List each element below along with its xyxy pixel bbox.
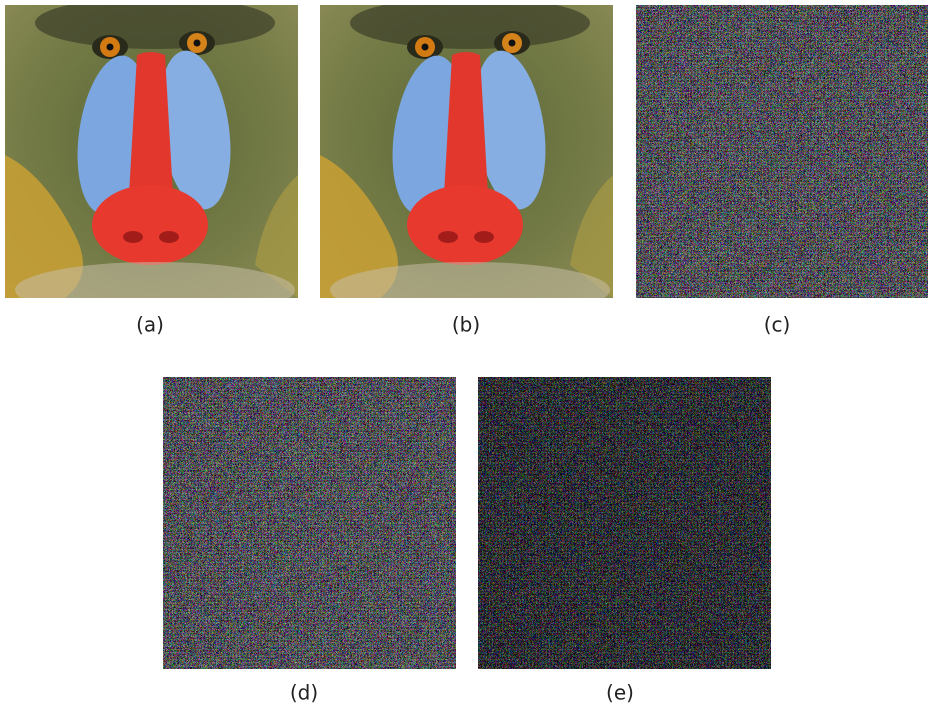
panel-label: (c) <box>764 313 791 337</box>
panel-label: (b) <box>452 313 480 337</box>
encrypted-image <box>478 377 771 669</box>
decrypted-image <box>320 0 613 318</box>
panel-label: (e) <box>606 681 634 705</box>
original-image <box>5 0 298 318</box>
panel-label: (a) <box>136 313 164 337</box>
panel-label: (d) <box>290 681 318 705</box>
figure: (a) (b) (c) (d) (e) <box>0 0 928 710</box>
encrypted-image <box>163 377 456 669</box>
encrypted-image <box>636 5 928 298</box>
